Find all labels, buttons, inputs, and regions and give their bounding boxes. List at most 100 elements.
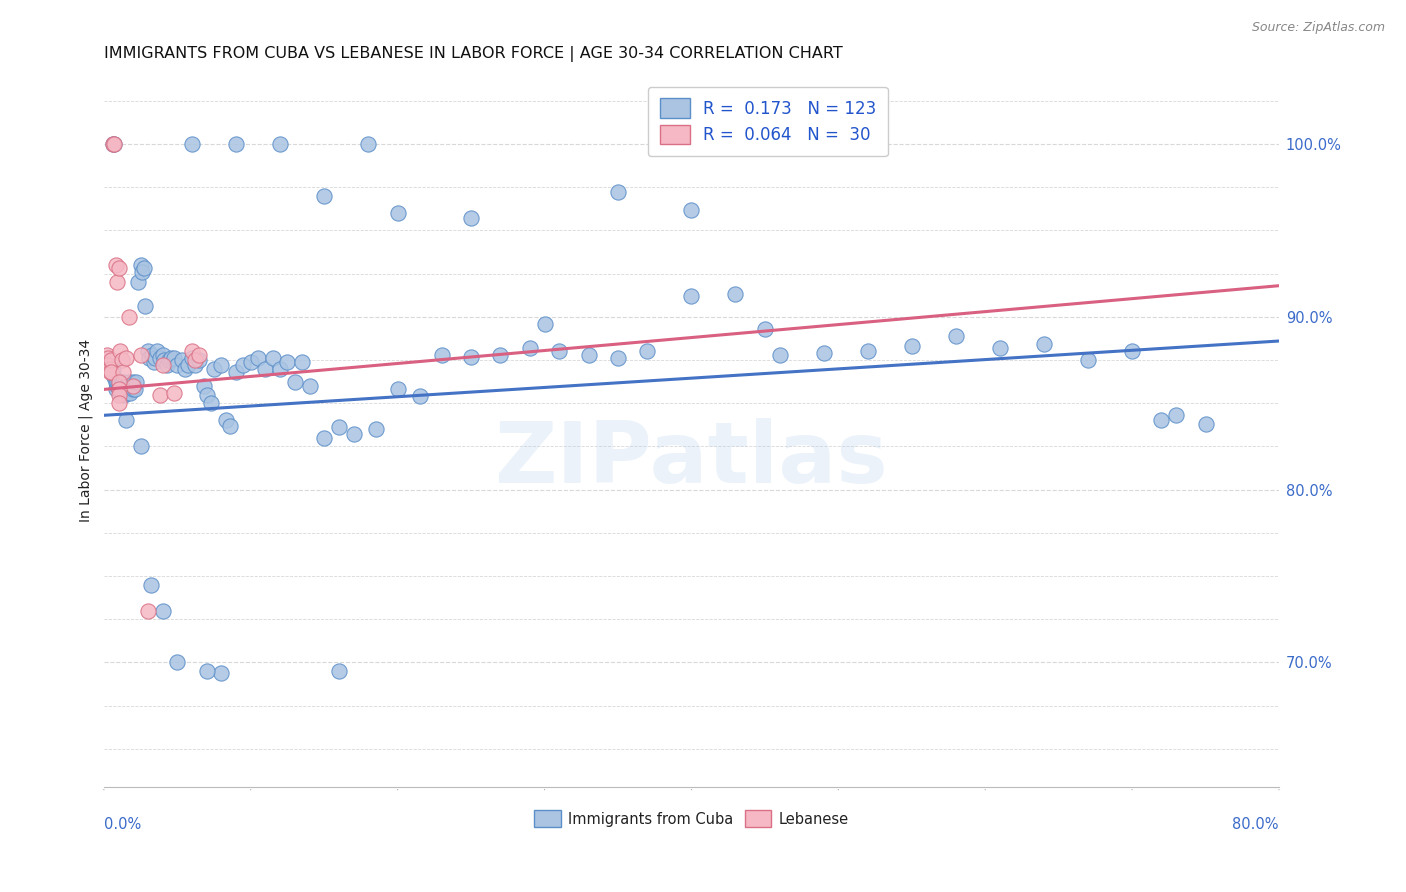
Point	[193, 379, 215, 393]
Point	[125, 376, 148, 390]
Point	[110, 353, 132, 368]
Point	[115, 379, 138, 393]
Point	[101, 136, 124, 151]
Point	[636, 344, 658, 359]
Point	[181, 136, 204, 151]
Point	[209, 358, 232, 372]
Point	[188, 348, 211, 362]
Point	[232, 358, 254, 372]
Text: 80.0%: 80.0%	[1233, 817, 1279, 832]
Point	[247, 351, 270, 366]
Point	[328, 420, 350, 434]
Point	[239, 355, 262, 369]
Point	[97, 358, 120, 372]
Text: Source: ZipAtlas.com: Source: ZipAtlas.com	[1251, 21, 1385, 34]
Point	[149, 387, 172, 401]
Point	[104, 383, 127, 397]
Point	[314, 431, 336, 445]
Point	[97, 351, 120, 366]
Point	[110, 379, 132, 393]
Point	[111, 365, 134, 379]
Point	[607, 186, 630, 200]
Point	[184, 358, 207, 372]
Text: 0.0%: 0.0%	[104, 817, 141, 832]
Point	[108, 383, 131, 397]
Point	[219, 418, 242, 433]
Point	[108, 344, 131, 359]
Point	[225, 365, 247, 379]
Point	[111, 376, 134, 390]
Point	[138, 351, 160, 366]
Point	[548, 344, 571, 359]
Point	[200, 396, 222, 410]
Point	[110, 385, 132, 400]
Point	[107, 383, 129, 397]
Point	[460, 350, 482, 364]
Point	[489, 348, 512, 362]
Point	[100, 353, 122, 368]
Point	[121, 379, 143, 393]
Point	[108, 385, 131, 400]
Point	[163, 351, 186, 366]
Point	[103, 136, 125, 151]
Point	[215, 413, 238, 427]
Point	[136, 344, 159, 359]
Point	[195, 387, 218, 401]
Point	[107, 379, 129, 393]
Point	[105, 379, 128, 393]
Point	[276, 355, 298, 369]
Point	[945, 328, 967, 343]
Point	[115, 383, 138, 397]
Point	[115, 351, 138, 366]
Point	[120, 385, 142, 400]
Point	[111, 383, 134, 397]
Point	[176, 358, 198, 372]
Point	[225, 136, 247, 151]
Point	[988, 341, 1011, 355]
Point	[328, 664, 350, 678]
Point	[100, 365, 122, 379]
Point	[1150, 413, 1173, 427]
Text: IMMIGRANTS FROM CUBA VS LEBANESE IN LABOR FORCE | AGE 30-34 CORRELATION CHART: IMMIGRANTS FROM CUBA VS LEBANESE IN LABO…	[104, 46, 842, 62]
Point	[120, 383, 142, 397]
Point	[127, 275, 149, 289]
Point	[181, 351, 204, 366]
Point	[103, 370, 125, 384]
Point	[105, 376, 128, 390]
Point	[107, 387, 129, 401]
Point	[122, 383, 145, 397]
Point	[114, 387, 136, 401]
Point	[387, 383, 409, 397]
Point	[364, 422, 387, 436]
Point	[141, 348, 163, 362]
Point	[107, 383, 129, 397]
Point	[291, 355, 314, 369]
Text: ZIPatlas: ZIPatlas	[495, 417, 889, 500]
Point	[357, 136, 380, 151]
Point	[157, 353, 180, 368]
Point	[152, 348, 174, 362]
Point	[430, 348, 453, 362]
Point	[298, 379, 321, 393]
Point	[115, 413, 138, 427]
Point	[195, 664, 218, 678]
Point	[202, 361, 225, 376]
Point	[813, 346, 835, 360]
Point	[104, 258, 127, 272]
Point	[145, 344, 167, 359]
Point	[160, 351, 183, 366]
Point	[101, 136, 124, 151]
Point	[105, 275, 128, 289]
Point	[122, 379, 145, 393]
Point	[103, 136, 125, 151]
Point	[856, 344, 879, 359]
Point	[117, 379, 139, 393]
Point	[578, 348, 600, 362]
Point	[681, 289, 703, 303]
Point	[754, 322, 776, 336]
Point	[262, 351, 284, 366]
Point	[254, 361, 277, 376]
Point	[387, 206, 409, 220]
Point	[149, 351, 172, 366]
Point	[460, 211, 482, 226]
